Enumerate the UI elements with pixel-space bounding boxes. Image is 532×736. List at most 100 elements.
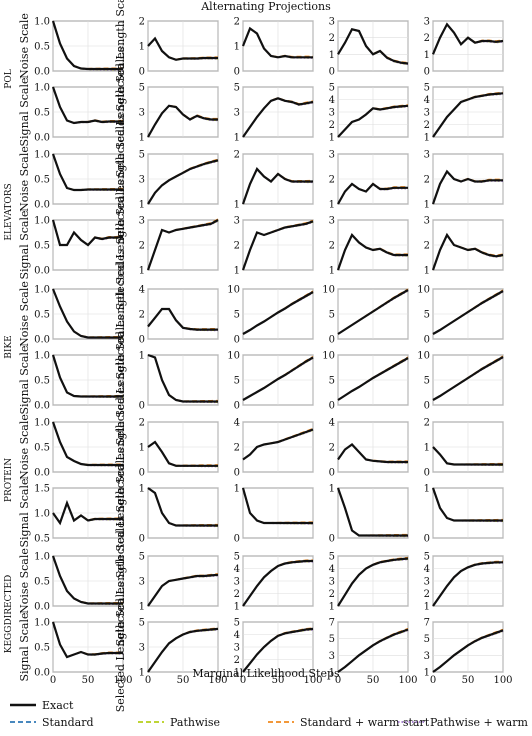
y-tick-label: 5 — [234, 83, 240, 94]
y-tick-label: 3 — [329, 216, 335, 227]
y-tick-label: 5 — [139, 83, 145, 94]
panel-protein-6-3: 0 2 4 — [329, 418, 409, 479]
y-tick-label: 0 — [424, 468, 430, 479]
y-tick-label: 2 — [424, 33, 430, 44]
panel-elevators-3-4: 1 2 3 — [424, 216, 504, 277]
legend-label: Exact — [42, 699, 74, 712]
series-line-exact — [51, 153, 123, 192]
x-tick-label: 50 — [462, 675, 475, 686]
y-tick-label: 1.0 — [34, 17, 50, 28]
signal-scale-label: Signal Scale — [18, 612, 31, 681]
series-line-exact — [147, 159, 219, 205]
panel-bike-4-0: 0.0 0.5 1.0 — [34, 285, 124, 346]
y-tick-label: 7 — [424, 618, 430, 629]
y-tick-label: 5 — [424, 552, 430, 563]
y-tick-label: 1.0 — [34, 618, 50, 629]
y-tick-label: 2 — [424, 241, 430, 252]
y-tick-label: 1 — [329, 266, 335, 277]
length-scales-label: Selected Length Scales — [114, 581, 127, 712]
y-tick-label: 0.5 — [34, 108, 50, 119]
series-line-exact — [337, 104, 409, 138]
y-tick-label: 2 — [234, 655, 240, 666]
panel-protein-7-1: 01 — [139, 484, 219, 545]
y-tick-label: 2 — [329, 589, 335, 600]
y-tick-label: 1.5 — [34, 484, 50, 495]
panel-bike-4-3: 0 5 10 — [322, 285, 409, 346]
series-line-exact — [337, 443, 408, 464]
y-tick-label: 1 — [139, 602, 145, 613]
figure-title: Alternating Projections — [200, 0, 331, 13]
y-tick-label: 1 — [424, 443, 430, 454]
y-tick-label: 3 — [139, 216, 145, 227]
y-tick-label: 0 — [424, 335, 430, 346]
y-tick-label: 5 — [424, 376, 430, 387]
y-tick-label: 0 — [329, 468, 335, 479]
y-tick-label: 10 — [227, 351, 240, 362]
y-tick-label: 10 — [322, 285, 335, 296]
y-tick-label: 2 — [424, 418, 430, 429]
y-tick-label: 5 — [234, 552, 240, 563]
y-tick-label: 0 — [139, 468, 145, 479]
y-tick-label: 3 — [139, 643, 145, 654]
panel-pol-0-1: 0 1 2 — [139, 17, 219, 78]
y-tick-label: 2 — [424, 120, 430, 131]
y-tick-label: 0.5 — [34, 376, 50, 387]
y-tick-label: 0.5 — [34, 443, 50, 454]
panel-keggdirected-8-4: 1 23 45 — [424, 552, 504, 613]
panel-bike-5-3: 0 5 10 — [322, 351, 409, 412]
signal-scale-label: Signal Scale — [18, 478, 31, 547]
panel-elevators-3-3: 1 2 3 — [329, 216, 409, 277]
noise-scale-label: Noise Scale — [18, 548, 31, 614]
panel-elevators-3-2: 1 2 3 — [234, 216, 314, 277]
y-tick-label: 2 — [329, 175, 335, 186]
y-tick-label: 5 — [329, 552, 335, 563]
y-tick-label: 5 — [329, 83, 335, 94]
y-tick-label: 1 — [424, 484, 430, 495]
series-line-exact — [432, 356, 504, 401]
x-tick-label: 100 — [303, 675, 322, 686]
length-scales-label: Selected Length Scales — [114, 248, 127, 379]
y-tick-label: 1 — [139, 443, 145, 454]
panel-protein-7-0: 0.5 1.0 1.5 — [34, 484, 124, 545]
y-tick-label: 4 — [234, 630, 240, 641]
series-line-exact — [241, 167, 313, 205]
series-line-exact — [51, 20, 123, 71]
y-tick-label: 3 — [424, 577, 430, 588]
series-line-exact — [337, 557, 409, 607]
panel-elevators-3-0: 0.0 0.5 1.0 — [34, 216, 124, 277]
series-line-exact — [432, 290, 504, 335]
y-tick-label: 3 — [424, 150, 430, 161]
y-tick-label: 1 — [424, 602, 430, 613]
legend-label: Standard — [42, 716, 94, 729]
y-tick-label: 0 — [424, 534, 430, 545]
y-tick-label: 4 — [234, 418, 240, 429]
y-tick-label: 0 — [329, 335, 335, 346]
panel-protein-6-1: 0 1 2 — [139, 418, 219, 479]
series-line-exact — [337, 289, 409, 335]
y-tick-label: 3 — [234, 108, 240, 119]
series-line-exact — [337, 28, 409, 65]
y-tick-label: 1 — [329, 668, 335, 679]
series-line-exact — [147, 36, 218, 61]
series-line-exact — [242, 428, 314, 461]
series-line-exact — [242, 291, 314, 335]
y-tick-label: 0 — [329, 401, 335, 412]
signal-scale-label: Signal Scale — [18, 345, 31, 414]
series-line-exact — [51, 86, 123, 125]
y-tick-label: 0.0 — [34, 468, 50, 479]
y-tick-label: 2 — [139, 418, 145, 429]
y-tick-label: 3 — [424, 108, 430, 119]
dataset-label-protein: PROTEIN — [4, 458, 14, 502]
length-scales-label: Selected Length Scales — [114, 179, 127, 310]
y-tick-label: 1.0 — [34, 418, 50, 429]
x-tick-label: 100 — [208, 675, 227, 686]
series-line-exact — [241, 26, 313, 59]
y-tick-label: 0.5 — [34, 175, 50, 186]
y-tick-label: 0 — [234, 534, 240, 545]
legend-label: Pathwise + warm start — [430, 716, 532, 729]
y-tick-label: 2 — [329, 443, 335, 454]
panel-bike-5-0: 0.0 0.5 1.0 — [34, 351, 124, 412]
y-tick-label: 1 — [424, 133, 430, 144]
y-tick-label: 2 — [234, 150, 240, 161]
